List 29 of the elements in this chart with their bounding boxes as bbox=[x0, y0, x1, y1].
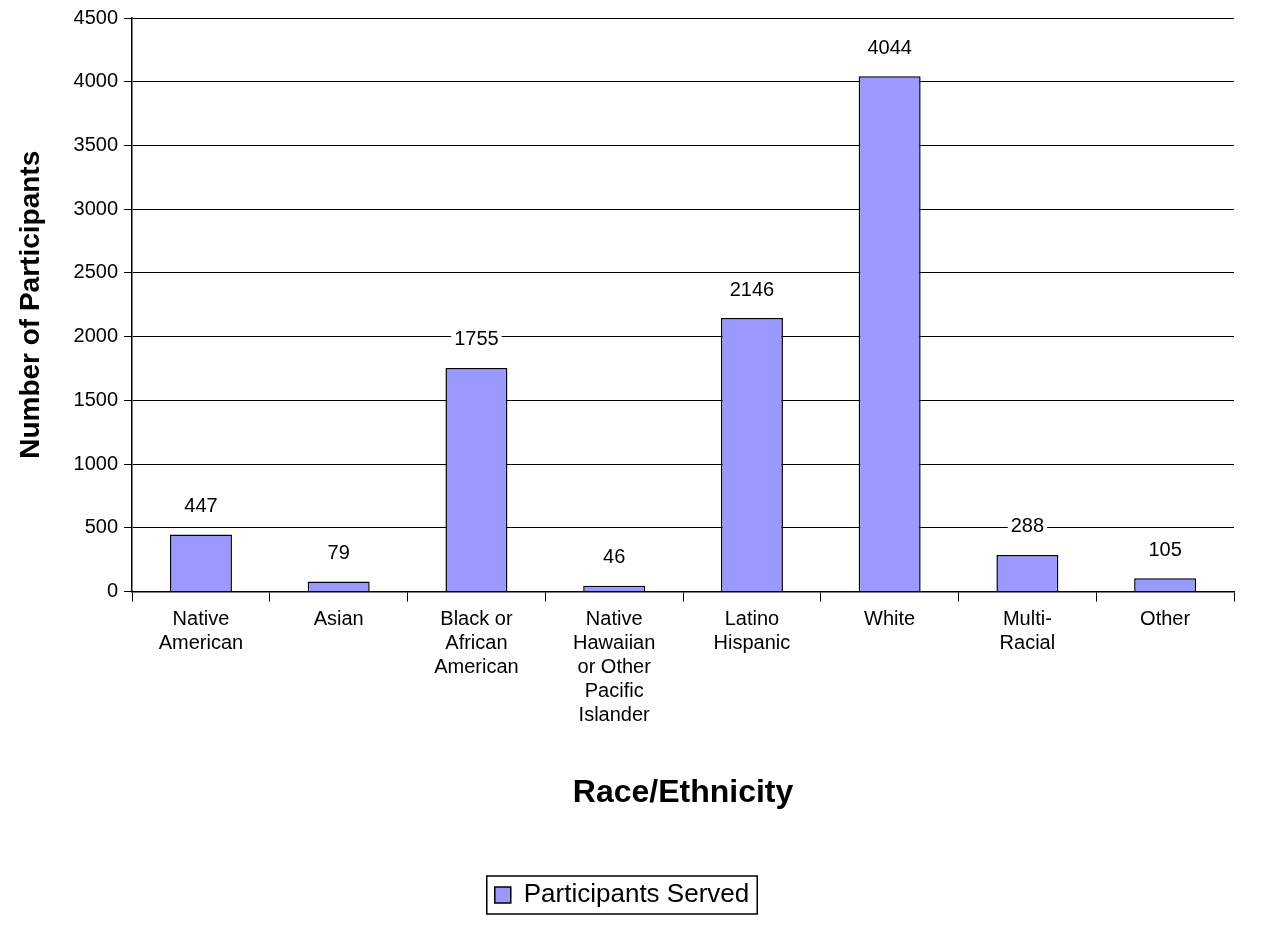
x-tick-label: Asian bbox=[313, 607, 364, 630]
y-tick-label: 0 bbox=[106, 579, 119, 602]
x-tick-label: Other bbox=[1140, 607, 1191, 630]
y-tick-label: 1000 bbox=[73, 451, 119, 474]
x-tick-label: White bbox=[864, 607, 916, 630]
x-tick-label: Native Hawaiian or Other Pacific Islander bbox=[573, 607, 656, 726]
x-tick-label: Black or African American bbox=[434, 607, 519, 678]
data-label: 105 bbox=[1148, 537, 1182, 560]
x-tick-label: Multi-Racial bbox=[999, 607, 1056, 654]
data-label: 46 bbox=[603, 545, 626, 568]
data-label: 4044 bbox=[867, 35, 912, 58]
data-label: 288 bbox=[1010, 514, 1045, 537]
y-tick-label: 2500 bbox=[73, 260, 119, 283]
x-tick-label: Latino Hispanic bbox=[713, 607, 791, 654]
y-tick-label: 4500 bbox=[73, 5, 119, 28]
data-label: 1755 bbox=[454, 327, 499, 350]
y-tick-label: 2000 bbox=[73, 324, 119, 347]
y-tick-label: 1500 bbox=[73, 387, 119, 410]
data-label: 2146 bbox=[729, 277, 775, 300]
legend-label: Participants Served bbox=[523, 878, 750, 909]
y-tick-label: 4000 bbox=[73, 69, 119, 92]
y-tick-label: 500 bbox=[84, 515, 119, 538]
y-tick-label: 3500 bbox=[73, 132, 119, 155]
y-tick-label: 3000 bbox=[73, 196, 119, 219]
y-axis-title: Number of Participants bbox=[13, 150, 45, 459]
data-label: 447 bbox=[184, 494, 218, 517]
data-label: 79 bbox=[327, 541, 350, 564]
x-axis-title: Race/Ethnicity bbox=[572, 772, 794, 809]
x-tick-label: Native American bbox=[158, 607, 244, 654]
